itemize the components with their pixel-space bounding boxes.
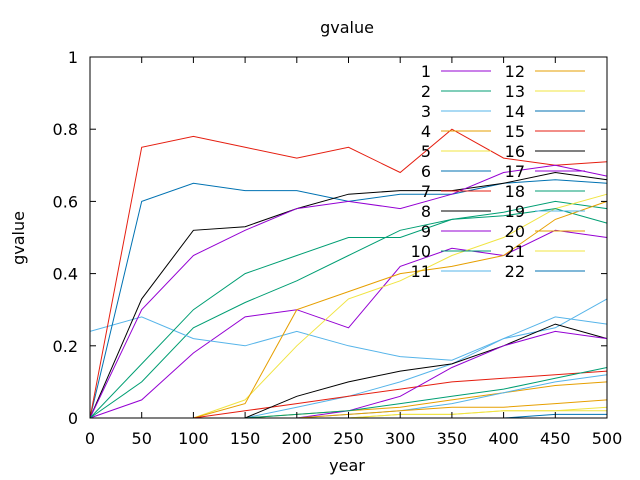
series-line-10 — [89, 208, 608, 419]
x-tick-label: 150 — [230, 429, 261, 448]
y-tick-label: 0.6 — [53, 192, 78, 211]
legend-label-22: 22 — [505, 262, 525, 281]
axes: 0 50 100 150 200 250 300 350 400 450 500 0 0.2 0.4 0.6… — [53, 48, 623, 448]
series-line-1 — [89, 229, 608, 419]
x-tick-label: 0 — [85, 429, 95, 448]
y-tick-label: 0.2 — [53, 337, 78, 356]
legend-label-17: 17 — [505, 162, 525, 181]
legend-label-19: 19 — [505, 202, 525, 221]
legend-label-15: 15 — [505, 122, 525, 141]
legend-label-21: 21 — [505, 242, 525, 261]
series-line-9 — [89, 164, 608, 419]
series-line-7 — [89, 128, 608, 419]
legend-label-14: 14 — [505, 102, 525, 121]
series-line-11 — [90, 298, 608, 419]
legend-label-2: 2 — [421, 82, 431, 101]
legend-label-4: 4 — [421, 122, 431, 141]
plot-area — [89, 128, 608, 419]
x-tick-label: 400 — [488, 429, 519, 448]
chart-title: gvalue — [320, 18, 374, 37]
x-tick-label: 500 — [592, 429, 623, 448]
series-line-12 — [90, 200, 608, 419]
x-tick-label: 300 — [385, 429, 416, 448]
x-tick-label: 350 — [437, 429, 468, 448]
legend-label-18: 18 — [505, 182, 525, 201]
legend-label-10: 10 — [411, 242, 431, 261]
y-axis-title: gvalue — [9, 211, 28, 265]
legend-label-16: 16 — [505, 142, 525, 161]
series-line-8 — [89, 171, 608, 419]
legend-label-7: 7 — [421, 182, 431, 201]
series-line-3 — [89, 316, 608, 361]
legend-label-13: 13 — [505, 82, 525, 101]
y-tick-label: 0 — [68, 409, 78, 428]
x-axis-title: year — [329, 456, 365, 475]
x-tick-label: 200 — [282, 429, 313, 448]
y-tick-label: 1 — [68, 48, 78, 67]
x-tick-label: 450 — [540, 429, 571, 448]
legend-label-1: 1 — [421, 62, 431, 81]
x-tick-label: 250 — [333, 429, 364, 448]
legend-label-6: 6 — [421, 162, 431, 181]
x-tick-label: 50 — [132, 429, 152, 448]
legend-label-12: 12 — [505, 62, 525, 81]
legend-label-20: 20 — [505, 222, 525, 241]
legend-label-9: 9 — [421, 222, 431, 241]
series-line-5 — [90, 193, 608, 419]
legend-label-8: 8 — [421, 202, 431, 221]
series-line-2 — [89, 200, 608, 419]
y-tick-label: 0.8 — [53, 120, 78, 139]
x-tick-label: 100 — [178, 429, 209, 448]
y-tick-label: 0.4 — [53, 265, 78, 284]
legend-label-3: 3 — [421, 102, 431, 121]
legend-label-11: 11 — [411, 262, 431, 281]
legend-label-5: 5 — [421, 142, 431, 161]
